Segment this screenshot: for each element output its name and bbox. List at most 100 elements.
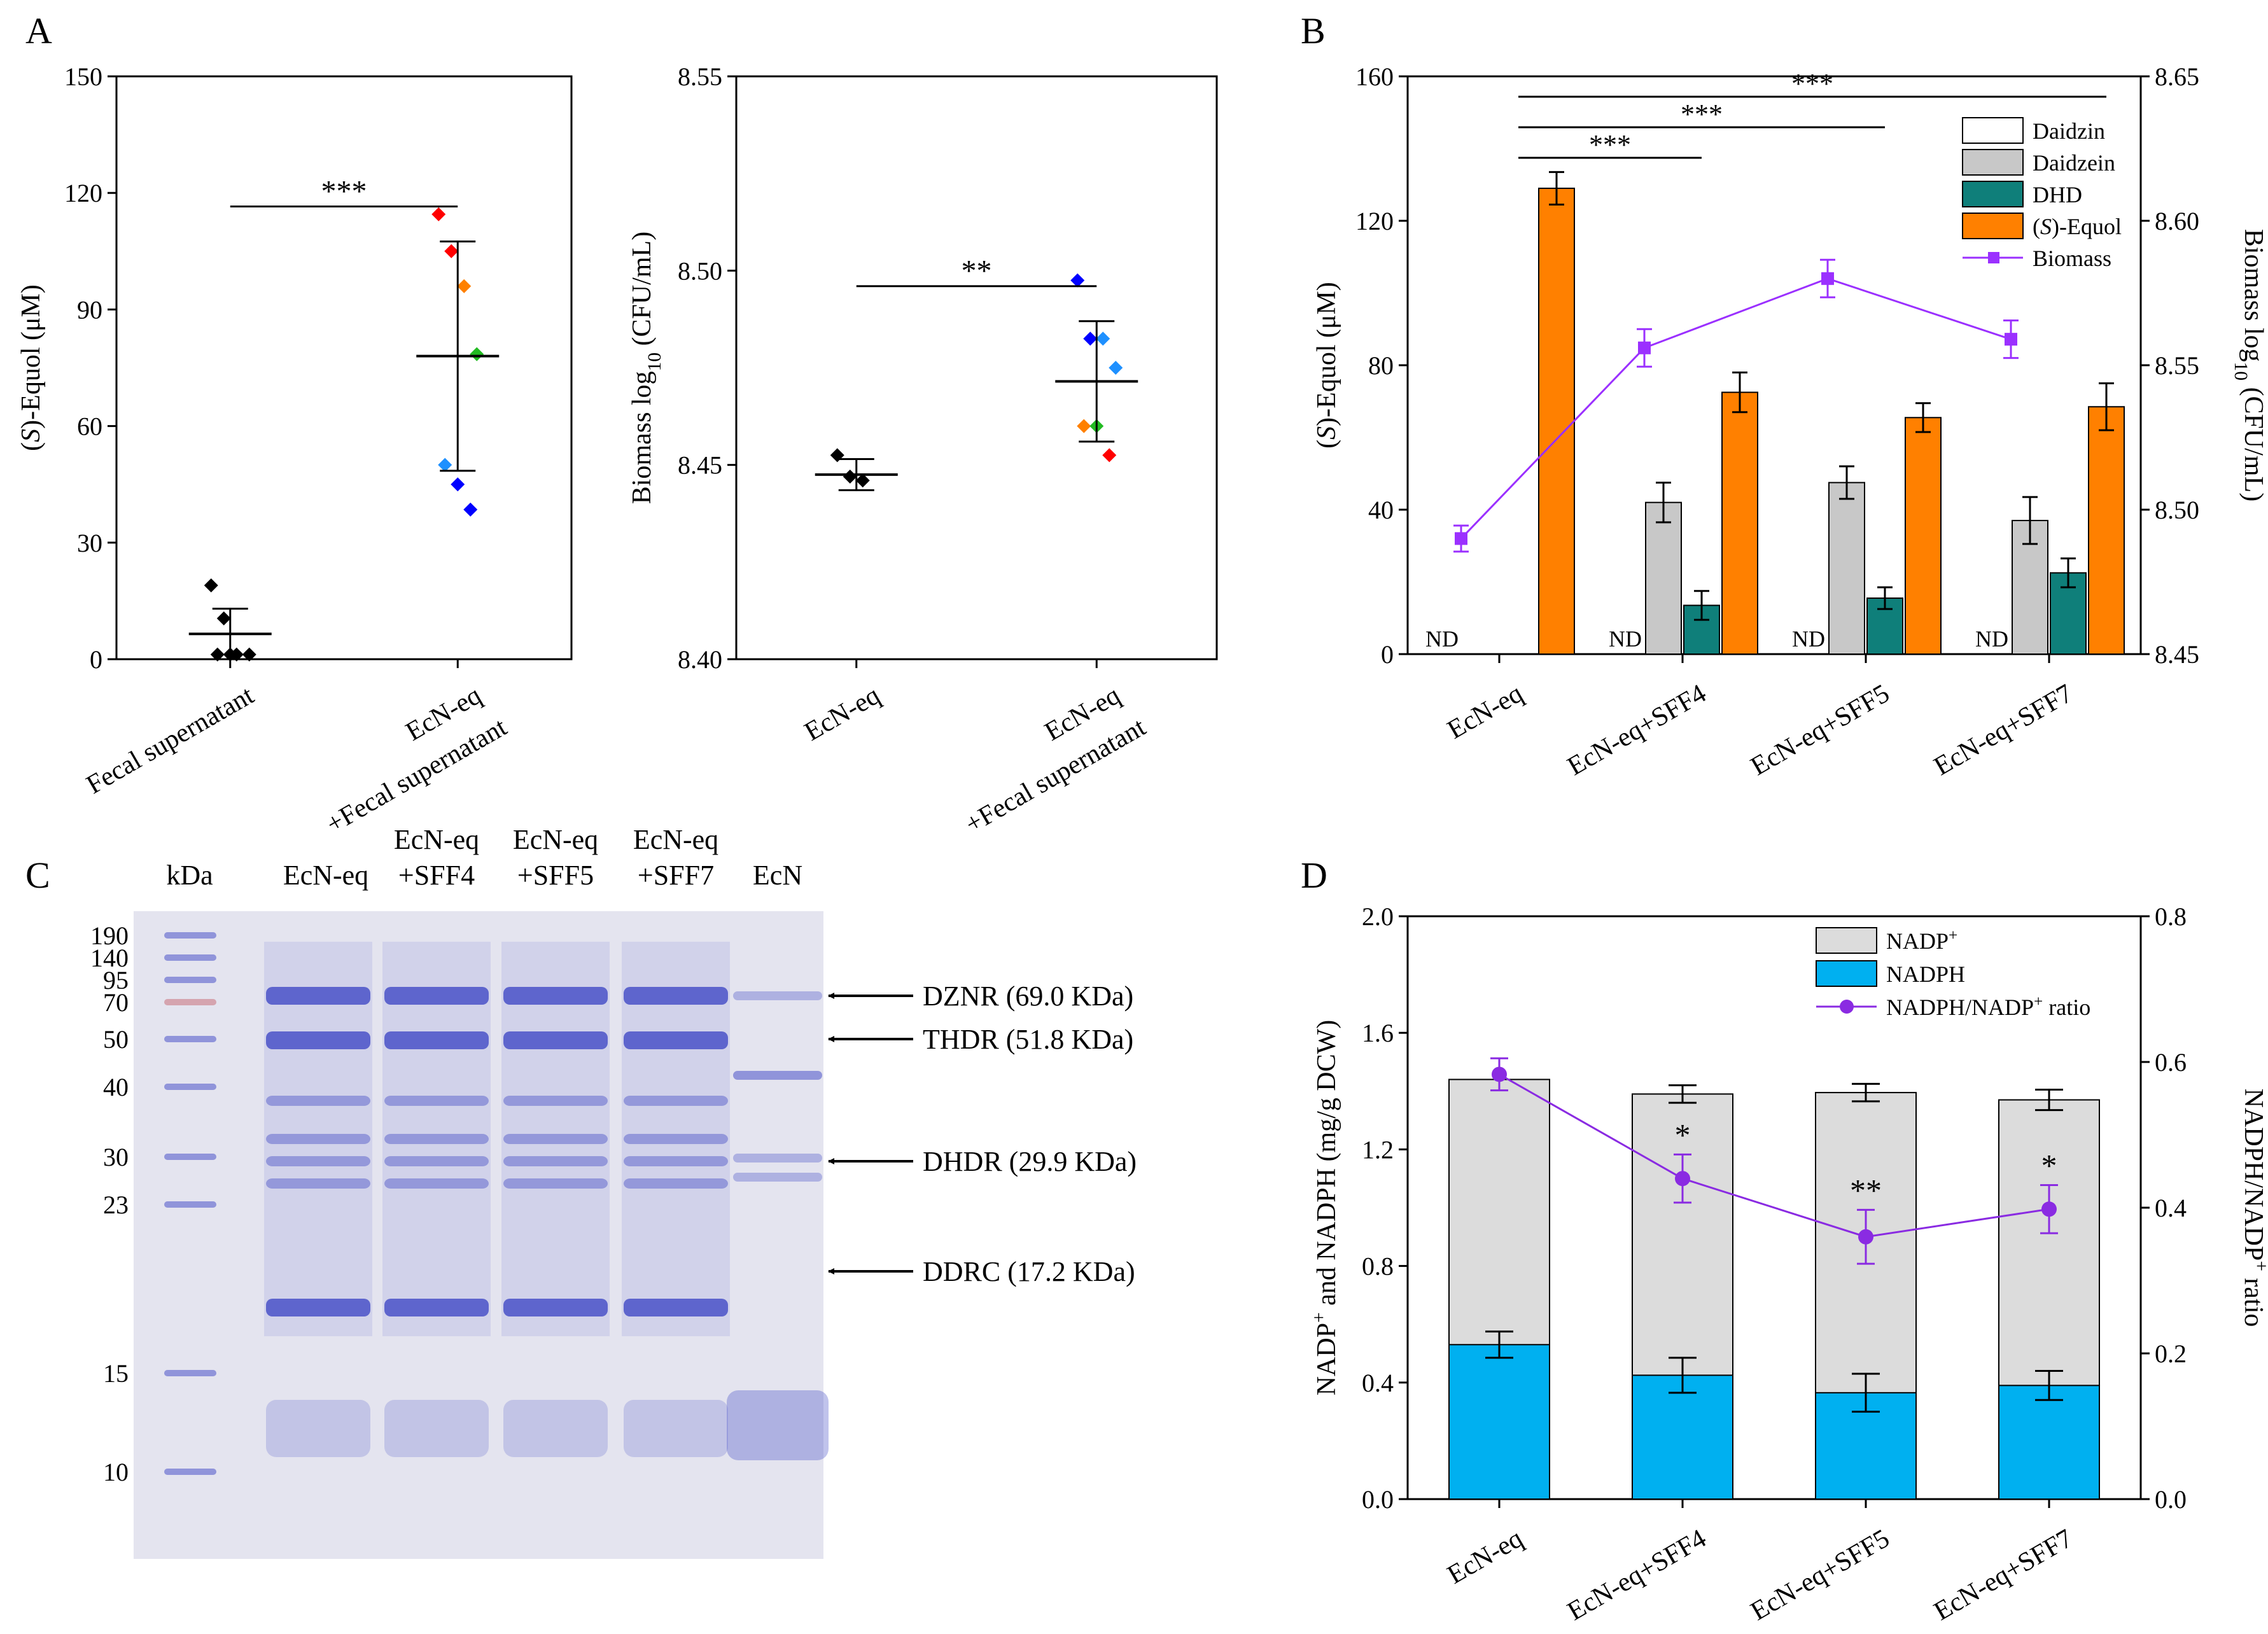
a1-data-point [451, 477, 465, 492]
b-nd-label: ND [1975, 626, 2008, 652]
label-span: ( [1312, 440, 1341, 449]
label-span: Biomass [2239, 229, 2268, 328]
b-nd-label: ND [1609, 626, 1642, 652]
a2-plot-frame [735, 75, 1218, 660]
b-bar-error [1656, 481, 1671, 524]
a2-data-point [855, 473, 870, 488]
d-y-tick-label: 1.2 [1362, 1135, 1394, 1164]
label-span: log [2239, 328, 2268, 362]
panel-label-a: A [25, 10, 52, 52]
d-y-tick-label: 0.8 [1362, 1252, 1394, 1281]
a2-data-point [1070, 273, 1085, 288]
gel-background [134, 911, 823, 1559]
gel-lane-smear [264, 942, 372, 1336]
a1-plot-frame [115, 75, 573, 660]
b-nd-label: ND [1792, 626, 1825, 652]
b-y2-tick-label: 8.65 [2155, 62, 2199, 91]
gel-annotation-label: DDRC (17.2 KDa) [923, 1256, 1135, 1287]
a1-data-point [210, 647, 225, 662]
gel-low-smear [266, 1400, 370, 1457]
gel-lane-smear [501, 942, 610, 1336]
label-span: S [17, 429, 46, 442]
a1-data-point [216, 611, 231, 625]
d-ratio-line [1499, 1073, 2050, 1238]
gel-ladder-label: 70 [103, 988, 129, 1017]
gel-protein-band [624, 1134, 728, 1144]
d-nadp-error [1669, 1084, 1697, 1104]
d-bar-nadph [1448, 1344, 1550, 1500]
gel-lane-header: EcN-eq [513, 824, 598, 855]
d-nadp-error [2035, 1089, 2063, 1112]
a2-y-axis-label: Biomass log10 (CFU/mL) [627, 232, 665, 504]
gel-protein-band [624, 987, 728, 1005]
d-legend-label: NADP+ [1886, 927, 1957, 954]
b-legend-swatch [1962, 213, 2024, 239]
a1-y-tick-label: 30 [77, 529, 102, 557]
label-span: NADPH/ [1886, 995, 1971, 1020]
d-significance-label: * [2041, 1148, 2057, 1184]
gel-protein-band [733, 1154, 822, 1163]
gel-protein-band [266, 1096, 370, 1106]
gel-ladder-band [164, 1084, 216, 1090]
b-bar-error [2022, 496, 2038, 545]
d-y2-tick-label: 0.6 [2155, 1048, 2187, 1077]
b-biomass-point [1455, 532, 1467, 545]
a2-data-point [1083, 332, 1098, 346]
gel-ladder-label: 15 [103, 1359, 129, 1388]
gel-ladder-band [164, 932, 216, 939]
a1-data-point [470, 347, 484, 361]
gel-annotation-label: DHDR (29.9 KDa) [923, 1146, 1137, 1177]
gel-protein-band [624, 1031, 728, 1049]
d-y-tick-label: 0.4 [1362, 1369, 1394, 1397]
b-biomass-point [1638, 341, 1651, 354]
gel-protein-band [266, 1156, 370, 1166]
a1-y-tick-label: 0 [90, 645, 102, 674]
d-y2-tick-label: 0.4 [2155, 1194, 2187, 1222]
b-x-tick-label: EcN-eq+SFF5 [1746, 679, 1894, 781]
b-significance-label: *** [1791, 68, 1833, 99]
gel-protein-band [733, 1071, 822, 1080]
a1-data-point [431, 207, 446, 221]
a2-y-tick-label: 8.50 [678, 256, 722, 285]
label-span: ratio [2043, 995, 2090, 1020]
gel-annotation-label: THDR (51.8 KDa) [923, 1024, 1133, 1055]
label-span: log [627, 371, 657, 405]
a1-sd-bar [440, 241, 476, 472]
b-legend-swatch [1962, 181, 2024, 207]
gel-protein-band [384, 1178, 489, 1189]
gel-lane-header: EcN-eq [394, 824, 479, 855]
gel-protein-band [266, 1134, 370, 1144]
label-span: S [1312, 426, 1341, 440]
d-y2-axis-label: NADPH/NADP+ ratio [2239, 1089, 2268, 1327]
b-biomass-line [1460, 277, 2012, 540]
a2-y-tick-label: 8.40 [678, 645, 722, 674]
gel-protein-band [384, 987, 489, 1005]
gel-protein-band [503, 1134, 608, 1144]
gel-lane-header: EcN-eq [633, 824, 718, 855]
a1-data-point [463, 502, 478, 517]
b-bar-error [1694, 590, 1709, 621]
d-bar-nadph [1632, 1374, 1733, 1500]
b-bar-error [1839, 465, 1854, 500]
b-y-tick-label: 0 [1381, 640, 1394, 669]
gel-ladder-band [164, 1154, 216, 1160]
gel-protein-band [266, 1031, 370, 1049]
label-span: + [1309, 1312, 1329, 1323]
b-significance-label: *** [1589, 129, 1631, 160]
d-y-tick-label: 1.6 [1362, 1019, 1394, 1047]
b-bar-sequol [1905, 417, 1942, 655]
label-span: + [1949, 927, 1957, 944]
d-ratio-point [1675, 1171, 1690, 1187]
a2-significance-label: ** [962, 255, 992, 288]
gel-protein-band [384, 1031, 489, 1049]
gel-lane-header: EcN [753, 860, 802, 891]
gel-protein-band [503, 1096, 608, 1106]
d-legend-label: NADPH [1886, 961, 1965, 987]
d-nadph-error [1669, 1357, 1697, 1394]
gel-ladder-label: 23 [103, 1191, 129, 1219]
b-y-axis-label: (S)-Equol (μM) [1312, 282, 1341, 449]
gel-ladder-label: 40 [103, 1073, 129, 1101]
b-biomass-point [2005, 333, 2017, 346]
label-span: + [2034, 993, 2043, 1010]
label-span: NADP [1971, 995, 2034, 1020]
